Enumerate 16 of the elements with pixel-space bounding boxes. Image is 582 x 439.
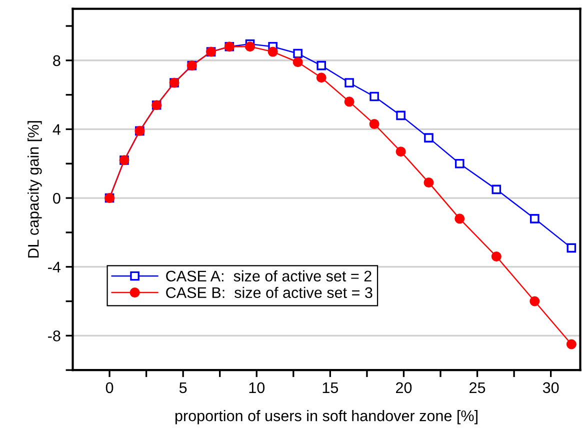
x-tick-label: 5 (179, 382, 187, 394)
y-axis-title: DL capacity gain [%] (28, 121, 42, 258)
x-tick-label: 0 (106, 382, 114, 394)
y-tick-label: 0 (53, 192, 60, 204)
x-tick-label: 10 (249, 382, 265, 394)
x-tick-label: 15 (322, 382, 338, 394)
x-tick-label: 20 (396, 382, 412, 394)
y-tick-label: 4 (52, 124, 60, 135)
y-tick-label: -8 (48, 330, 60, 342)
x-axis-title: proportion of users in soft handover zone [%] (175, 410, 478, 424)
y-tick-label: 8 (53, 55, 60, 66)
y-tick-label: -4 (48, 262, 60, 272)
x-tick-label: 30 (542, 382, 559, 394)
legend-label: CASE B: size of active set = 3 (166, 286, 372, 298)
x-tick-label: 25 (470, 382, 486, 394)
legend-label: CASE A: size of active set = 2 (166, 270, 372, 282)
